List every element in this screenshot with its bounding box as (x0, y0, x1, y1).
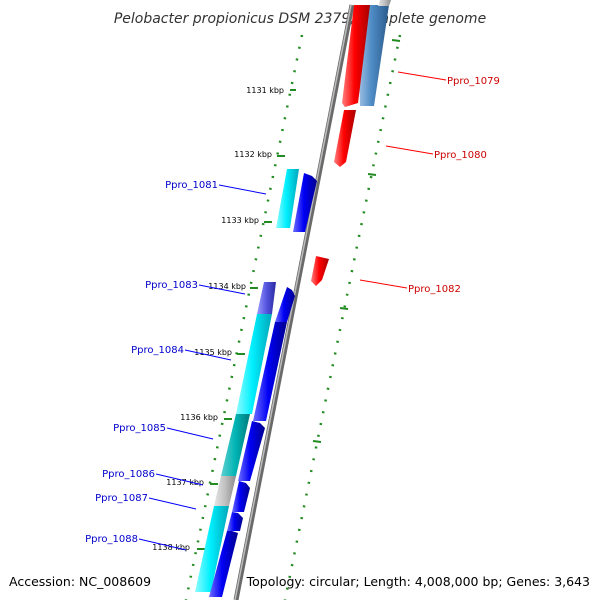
tick-1137: 1137 kbp (166, 478, 218, 487)
label-ppro-1079[interactable]: Ppro_1079 (447, 76, 500, 87)
accession-text: Accession: NC_008609 (9, 574, 151, 589)
svg-text:1133 kbp: 1133 kbp (221, 216, 259, 225)
svg-text:1138 kbp: 1138 kbp (152, 543, 190, 552)
svg-text:1132 kbp: 1132 kbp (234, 150, 272, 159)
label-ppro-1085[interactable]: Ppro_1085 (113, 423, 166, 434)
gene-ppro-1079-gray-cap[interactable] (378, 0, 391, 6)
label-ppro-1088[interactable]: Ppro_1088 (85, 534, 138, 545)
tick-1133: 1133 kbp (221, 216, 272, 225)
tick-1132: 1132 kbp (234, 150, 285, 159)
leader-ppro-1080 (385, 145, 434, 155)
leader-ppro-1088 (138, 538, 187, 551)
gene-ppro-1083-cds[interactable] (257, 282, 276, 314)
tick-1136: 1136 kbp (180, 413, 232, 422)
gene-ppro-1088-cds[interactable] (195, 506, 229, 592)
svg-text:1135 kbp: 1135 kbp (194, 348, 232, 357)
genome-summary-text: Topology: circular; Length: 4,008,000 bp… (246, 574, 590, 589)
label-ppro-1083[interactable]: Ppro_1083 (145, 280, 198, 291)
label-ppro-1080[interactable]: Ppro_1080 (434, 150, 487, 161)
gene-ppro-1085-arrow[interactable] (238, 421, 265, 481)
tick-track-right (283, 34, 402, 600)
gene-ppro-1084-arrow[interactable] (253, 322, 287, 421)
label-ppro-1086[interactable]: Ppro_1086 (102, 469, 155, 480)
tick-track-left (184, 34, 304, 600)
leader-ppro-1079 (397, 71, 447, 81)
map-title: Pelobacter propionicus DSM 2379, complet… (114, 11, 486, 27)
leader-ppro-1084 (184, 349, 232, 361)
leader-ppro-1081 (218, 184, 267, 195)
tick-1134: 1134 kbp (208, 282, 258, 291)
label-ppro-1084[interactable]: Ppro_1084 (131, 345, 184, 356)
svg-text:1136 kbp: 1136 kbp (180, 413, 218, 422)
right-tick-marks (312, 39, 401, 443)
label-ppro-1087[interactable]: Ppro_1087 (95, 493, 148, 504)
tick-1135: 1135 kbp (194, 348, 245, 357)
leader-ppro-1085 (166, 427, 214, 440)
genome-backbone (233, 4, 355, 600)
leader-ppro-1087 (148, 497, 197, 510)
leader-ppro-1082 (359, 279, 408, 289)
gene-ppro-1080-arrow[interactable] (334, 110, 356, 167)
gene-ppro-1088-arrow[interactable] (209, 531, 238, 597)
tick-1131: 1131 kbp (246, 86, 296, 95)
gene-ppro-1087-arrow[interactable] (227, 512, 243, 531)
gene-ppro-1082-arrow[interactable] (311, 256, 329, 286)
gene-ppro-1081-cds[interactable] (276, 169, 299, 228)
gene-ppro-1084-cds[interactable] (236, 314, 272, 414)
gene-ppro-1081-arrow[interactable] (293, 173, 317, 232)
tick-1138: 1138 kbp (152, 543, 205, 552)
leader-ppro-1083 (198, 284, 246, 295)
leader-ppro-1086 (155, 473, 204, 486)
svg-text:1131 kbp: 1131 kbp (246, 86, 284, 95)
label-ppro-1082[interactable]: Ppro_1082 (408, 284, 461, 295)
svg-text:1137 kbp: 1137 kbp (166, 478, 204, 487)
gene-ppro-1079-arrow[interactable] (342, 5, 370, 107)
gene-ppro-1086-arrow[interactable] (232, 481, 250, 512)
gene-ppro-1085-cds[interactable] (221, 414, 250, 476)
svg-text:1134 kbp: 1134 kbp (208, 282, 246, 291)
gene-ppro-1083-arrow[interactable] (275, 287, 295, 322)
gene-ppro-1086-cds[interactable] (214, 476, 236, 506)
label-ppro-1081[interactable]: Ppro_1081 (165, 180, 218, 191)
